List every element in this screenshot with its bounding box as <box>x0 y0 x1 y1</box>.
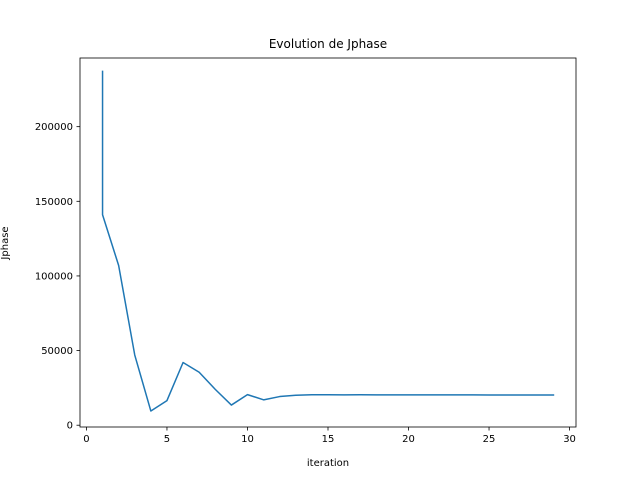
x-tick-label: 15 <box>322 434 335 445</box>
chart-title: Evolution de Jphase <box>269 37 387 51</box>
y-tick-label: 100000 <box>35 271 73 282</box>
x-tick-label: 30 <box>563 434 576 445</box>
y-axis-label: Jphase <box>0 226 11 260</box>
x-axis-label: iteration <box>307 458 349 469</box>
y-axis: 0 50000 100000 150000 200000 <box>35 122 80 432</box>
x-tick-label: 20 <box>402 434 415 445</box>
x-tick-label: 10 <box>241 434 254 445</box>
y-tick-label: 150000 <box>35 197 73 208</box>
y-tick-label: 0 <box>67 421 73 432</box>
plot-area <box>101 70 555 412</box>
y-tick-label: 50000 <box>41 346 73 357</box>
x-tick-label: 25 <box>483 434 496 445</box>
x-tick-label: 5 <box>164 434 170 445</box>
y-tick-label: 200000 <box>35 122 73 133</box>
series-line-0 <box>101 70 555 412</box>
x-axis: 0 5 10 15 20 25 30 <box>83 427 576 445</box>
x-tick-label: 0 <box>83 434 89 445</box>
